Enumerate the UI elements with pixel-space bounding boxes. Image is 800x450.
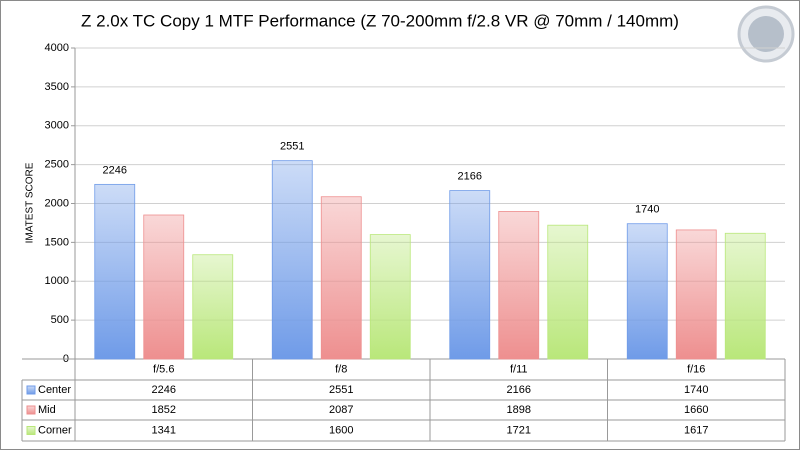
table-value: 1617 <box>684 424 708 436</box>
table-value: 1600 <box>329 424 353 436</box>
table-value: 1740 <box>684 384 708 396</box>
bar <box>320 196 362 360</box>
data-label: 2551 <box>280 141 304 153</box>
y-tick-label: 3500 <box>45 81 69 93</box>
x-tick-label: f/11 <box>510 363 528 375</box>
table-value: 1852 <box>152 404 176 416</box>
legend-swatch <box>26 426 36 435</box>
bar <box>369 234 411 360</box>
y-tick-label: 1500 <box>45 236 69 248</box>
table-value: 1898 <box>507 404 531 416</box>
table-value: 2246 <box>152 384 176 396</box>
table-value: 2551 <box>329 384 353 396</box>
y-tick-label: 500 <box>51 314 69 326</box>
chart-title: Z 2.0x TC Copy 1 MTF Performance (Z 70-2… <box>81 11 679 30</box>
bar <box>94 183 136 360</box>
bar <box>143 214 185 360</box>
legend-swatch <box>26 385 36 395</box>
x-tick-label: f/8 <box>335 363 347 375</box>
bar <box>449 190 491 360</box>
watermark-logo-inner <box>748 16 784 52</box>
data-label: 2246 <box>103 164 127 176</box>
y-tick-label: 2500 <box>45 159 69 171</box>
bar <box>547 224 589 360</box>
table-value: 1660 <box>684 404 708 416</box>
y-tick-label: 2000 <box>45 197 69 209</box>
legend-label: Center <box>38 384 71 396</box>
legend-swatch <box>26 405 36 415</box>
bar <box>271 160 313 360</box>
table-value: 1721 <box>507 424 531 436</box>
bar <box>724 232 766 360</box>
legend-label: Corner <box>38 424 72 436</box>
y-tick-label: 4000 <box>45 42 69 54</box>
bar <box>626 223 668 360</box>
y-tick-label: 1000 <box>45 275 69 287</box>
table-value: 2087 <box>329 404 353 416</box>
y-tick-label: 3000 <box>45 120 69 132</box>
table-value: 1341 <box>152 424 176 436</box>
x-tick-label: f/5.6 <box>153 363 174 375</box>
data-label: 2166 <box>458 170 482 182</box>
x-tick-label: f/16 <box>687 363 705 375</box>
data-label: 1740 <box>635 204 659 216</box>
legend-label: Mid <box>38 404 56 416</box>
bar <box>498 211 540 360</box>
bar <box>675 229 717 360</box>
table-value: 2166 <box>507 384 531 396</box>
y-axis-label: IMATEST SCORE <box>25 162 36 243</box>
bar <box>192 254 234 360</box>
